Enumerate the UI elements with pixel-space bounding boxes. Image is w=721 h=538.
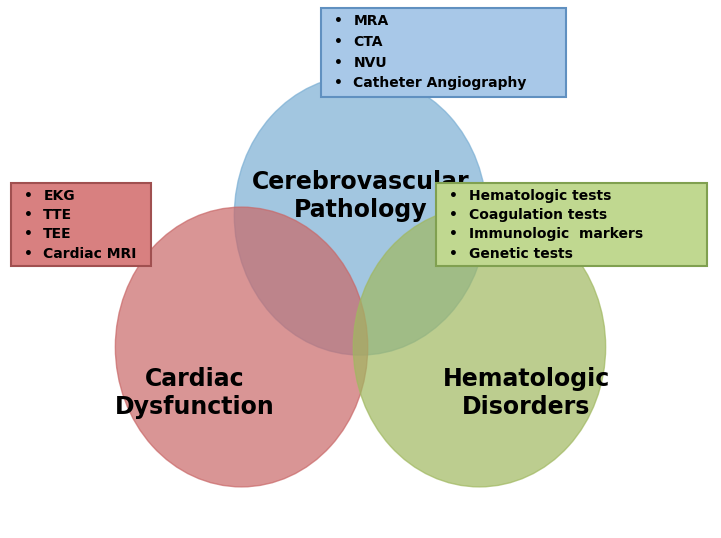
Text: •: •: [24, 228, 32, 242]
Text: •: •: [449, 247, 458, 261]
Ellipse shape: [115, 207, 368, 487]
Text: •: •: [334, 15, 342, 29]
Text: Catheter Angiography: Catheter Angiography: [353, 76, 526, 90]
Text: Cerebrovascular
Pathology: Cerebrovascular Pathology: [252, 171, 469, 222]
FancyBboxPatch shape: [11, 183, 151, 266]
Ellipse shape: [353, 207, 606, 487]
Text: •: •: [24, 208, 32, 222]
Text: •: •: [334, 35, 342, 49]
Ellipse shape: [234, 75, 487, 355]
Text: •: •: [449, 188, 458, 202]
Text: TEE: TEE: [43, 228, 72, 242]
Text: •: •: [24, 188, 32, 202]
Text: •: •: [24, 247, 32, 261]
Text: Genetic tests: Genetic tests: [469, 247, 572, 261]
Text: •: •: [449, 208, 458, 222]
FancyBboxPatch shape: [436, 183, 707, 266]
Text: Hematologic tests: Hematologic tests: [469, 188, 611, 202]
Text: Coagulation tests: Coagulation tests: [469, 208, 607, 222]
Text: Hematologic
Disorders: Hematologic Disorders: [443, 367, 610, 419]
FancyBboxPatch shape: [321, 8, 566, 97]
Text: Cardiac
Dysfunction: Cardiac Dysfunction: [115, 367, 275, 419]
Text: Cardiac MRI: Cardiac MRI: [43, 247, 137, 261]
Text: TTE: TTE: [43, 208, 72, 222]
Text: •: •: [334, 56, 342, 70]
Text: EKG: EKG: [43, 188, 75, 202]
Text: •: •: [334, 76, 342, 90]
Text: NVU: NVU: [353, 56, 387, 70]
Text: Immunologic  markers: Immunologic markers: [469, 228, 643, 242]
Text: •: •: [449, 228, 458, 242]
Text: MRA: MRA: [353, 15, 389, 29]
Text: CTA: CTA: [353, 35, 383, 49]
